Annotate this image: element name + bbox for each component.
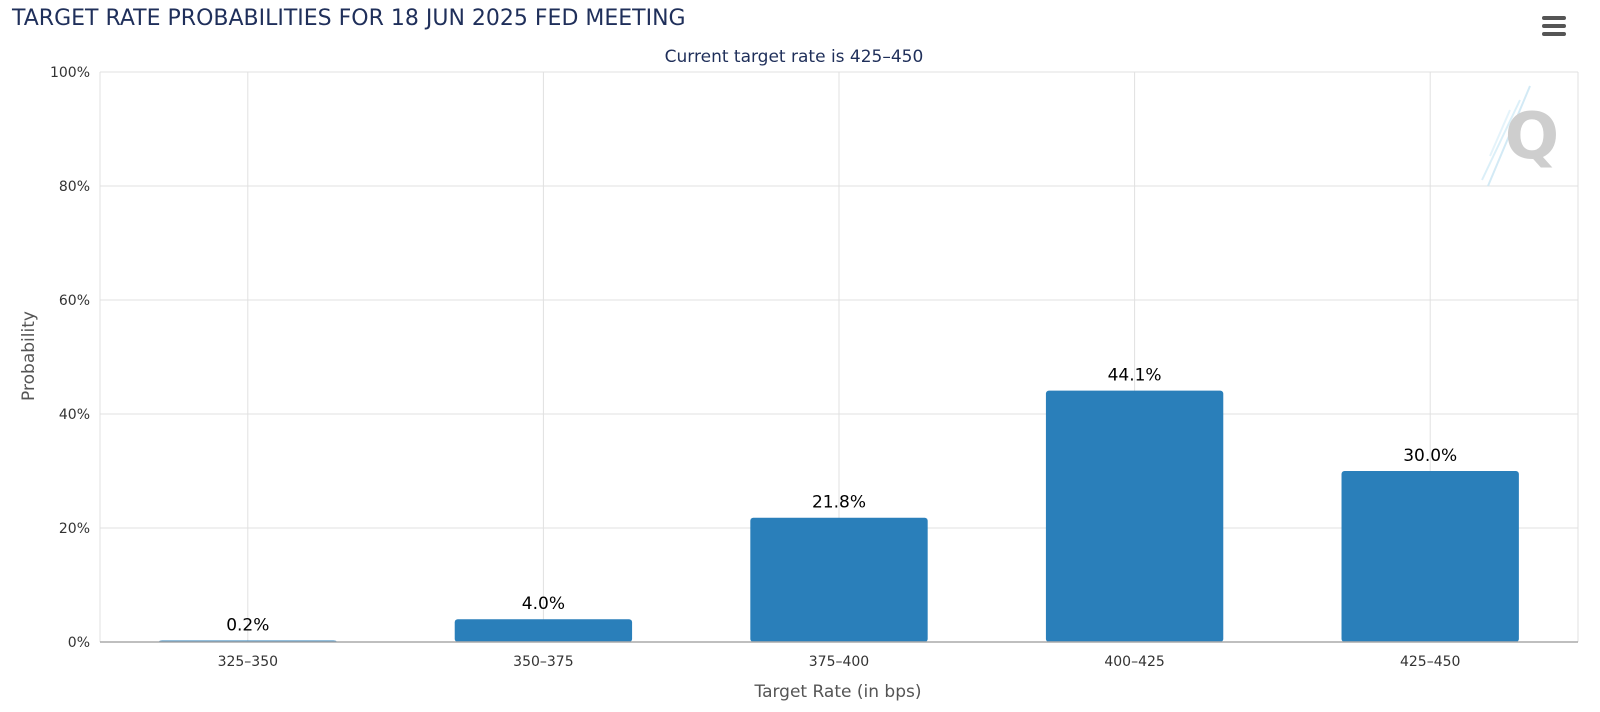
data-labels: 0.2% 4.0% 21.8% 44.1% 30.0% <box>226 366 1457 636</box>
y-axis-ticks: 0% 20% 40% 60% 80% 100% <box>50 65 90 651</box>
bar-data-label: 21.8% <box>812 493 866 513</box>
bar-data-label: 44.1% <box>1108 366 1162 386</box>
y-tick-label: 20% <box>59 521 90 537</box>
chart-subtitle: Current target rate is 425–450 <box>665 47 924 67</box>
menu-bar-line <box>1542 32 1566 36</box>
bar <box>454 619 633 642</box>
bar-data-label: 0.2% <box>226 616 269 636</box>
watermark-text: Q <box>1505 100 1559 174</box>
y-tick-label: 40% <box>59 407 90 423</box>
bar <box>1045 390 1224 642</box>
y-tick-label: 100% <box>50 65 90 81</box>
bar-data-label: 30.0% <box>1403 446 1457 466</box>
x-axis-ticks: 325–350 350–375 375–400 400–425 425–450 <box>218 654 1461 670</box>
x-tick-label: 400–425 <box>1104 654 1164 670</box>
hamburger-menu-icon[interactable] <box>1540 14 1568 38</box>
y-tick-label: 0% <box>68 635 90 651</box>
x-tick-label: 375–400 <box>809 654 869 670</box>
x-axis-title: Target Rate (in bps) <box>754 682 922 702</box>
menu-bar-line <box>1542 16 1566 20</box>
y-tick-label: 80% <box>59 179 90 195</box>
menu-bar-line <box>1542 24 1566 28</box>
q-logo-icon: Q <box>1481 85 1559 187</box>
x-tick-label: 350–375 <box>513 654 573 670</box>
y-axis-title: Probability <box>19 311 39 401</box>
x-tick-label: 325–350 <box>218 654 278 670</box>
bar <box>1341 471 1519 642</box>
bars <box>159 390 1519 642</box>
chart-title: TARGET RATE PROBABILITIES FOR 18 JUN 202… <box>12 6 686 31</box>
x-tick-label: 425–450 <box>1400 654 1460 670</box>
bar <box>750 517 928 642</box>
bar-data-label: 4.0% <box>522 594 565 614</box>
y-tick-label: 60% <box>59 293 90 309</box>
